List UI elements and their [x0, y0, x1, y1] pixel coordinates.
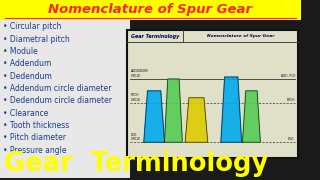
- Polygon shape: [185, 98, 208, 142]
- Text: Nomenclature of Spur Gear: Nomenclature of Spur Gear: [48, 3, 252, 16]
- Text: • Clearance: • Clearance: [3, 109, 48, 118]
- Polygon shape: [164, 79, 182, 142]
- Text: • Pitch diameter: • Pitch diameter: [3, 133, 66, 142]
- Polygon shape: [144, 91, 164, 142]
- Text: • Dedendum circle diameter: • Dedendum circle diameter: [3, 96, 112, 105]
- Text: • Pressure angle: • Pressure angle: [3, 146, 66, 155]
- Text: Nomenclature of Spur Gear: Nomenclature of Spur Gear: [207, 34, 274, 38]
- Text: • Addendum: • Addendum: [3, 59, 51, 68]
- FancyBboxPatch shape: [127, 30, 298, 158]
- Polygon shape: [221, 77, 242, 142]
- Text: ADD. PCD: ADD. PCD: [281, 74, 295, 78]
- Text: Gear Terminology: Gear Terminology: [131, 33, 179, 39]
- Text: ADDENDUM
CIRCLE: ADDENDUM CIRCLE: [131, 69, 148, 78]
- FancyBboxPatch shape: [0, 0, 130, 178]
- FancyBboxPatch shape: [0, 0, 301, 178]
- Text: DED.
CIRCLE: DED. CIRCLE: [131, 133, 141, 141]
- Text: • Dedendum: • Dedendum: [3, 72, 52, 81]
- Polygon shape: [243, 91, 260, 142]
- Text: PITCH: PITCH: [287, 98, 295, 102]
- Text: • Diametral pitch: • Diametral pitch: [3, 35, 69, 44]
- Text: PITCH
CIRCLE: PITCH CIRCLE: [131, 93, 141, 102]
- Text: DED.: DED.: [288, 137, 295, 141]
- Text: • Circular pitch: • Circular pitch: [3, 22, 61, 31]
- Text: Gear  Terminology: Gear Terminology: [4, 151, 268, 177]
- FancyBboxPatch shape: [0, 0, 301, 20]
- Text: • Addendum circle diameter: • Addendum circle diameter: [3, 84, 111, 93]
- Text: • Module: • Module: [3, 47, 37, 56]
- Text: • Tooth thickness: • Tooth thickness: [3, 121, 69, 130]
